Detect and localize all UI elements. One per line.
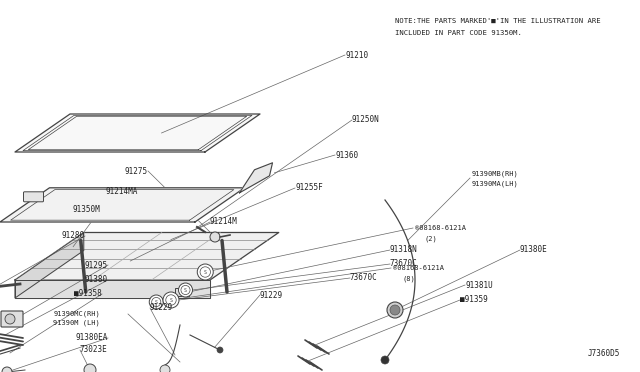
Circle shape	[179, 283, 193, 297]
Polygon shape	[0, 188, 244, 222]
Text: 91360: 91360	[335, 151, 358, 160]
Text: 91390MA(LH): 91390MA(LH)	[472, 181, 519, 187]
Polygon shape	[15, 114, 260, 152]
Text: 91229: 91229	[260, 291, 283, 299]
Polygon shape	[15, 280, 210, 298]
Text: 91214M: 91214M	[210, 218, 237, 227]
Polygon shape	[15, 232, 279, 280]
Text: 91280: 91280	[62, 231, 85, 241]
Text: ®08168-6121A: ®08168-6121A	[393, 265, 444, 271]
Text: S: S	[155, 299, 157, 305]
Text: 91390M (LH): 91390M (LH)	[53, 320, 100, 326]
Text: ■91358: ■91358	[74, 289, 102, 298]
Text: S: S	[184, 288, 187, 292]
Text: 73670C: 73670C	[390, 260, 418, 269]
Text: 91250N: 91250N	[352, 115, 380, 125]
Circle shape	[210, 232, 220, 242]
Circle shape	[84, 364, 96, 372]
Text: S: S	[170, 298, 172, 302]
Circle shape	[163, 292, 179, 308]
Text: 91229: 91229	[150, 304, 173, 312]
Text: 91275: 91275	[125, 167, 148, 176]
Text: INCLUDED IN PART CODE 91350M.: INCLUDED IN PART CODE 91350M.	[395, 30, 522, 36]
Text: 91318N: 91318N	[390, 246, 418, 254]
Bar	[175, 288, 189, 296]
FancyBboxPatch shape	[24, 192, 44, 202]
Circle shape	[5, 314, 15, 324]
Circle shape	[387, 302, 403, 318]
Text: 91380EA: 91380EA	[76, 334, 108, 343]
Circle shape	[149, 295, 163, 309]
Text: 91390MC(RH): 91390MC(RH)	[53, 311, 100, 317]
Text: 91381U: 91381U	[465, 280, 493, 289]
Circle shape	[381, 356, 389, 364]
Circle shape	[390, 305, 400, 315]
FancyBboxPatch shape	[1, 311, 23, 327]
Text: (2): (2)	[425, 236, 438, 242]
Text: 73023E: 73023E	[80, 346, 108, 355]
Text: ■91359: ■91359	[460, 295, 488, 305]
Text: 73670C: 73670C	[350, 273, 378, 282]
Text: 91255F: 91255F	[295, 183, 323, 192]
Text: S: S	[204, 269, 207, 275]
Text: 91380E: 91380E	[520, 246, 548, 254]
Text: J7360D5: J7360D5	[588, 349, 620, 358]
Polygon shape	[15, 232, 84, 298]
Circle shape	[160, 365, 170, 372]
Text: 91295: 91295	[85, 260, 108, 269]
Text: 91390MB(RH): 91390MB(RH)	[472, 171, 519, 177]
Text: 91210: 91210	[345, 51, 368, 60]
Text: NOTE:THE PARTS MARKED'■'IN THE ILLUSTRATION ARE: NOTE:THE PARTS MARKED'■'IN THE ILLUSTRAT…	[395, 18, 600, 24]
Text: 91214MA: 91214MA	[106, 187, 138, 196]
Circle shape	[217, 347, 223, 353]
Polygon shape	[239, 163, 273, 193]
Circle shape	[197, 264, 213, 280]
Text: ®08168-6121A: ®08168-6121A	[415, 225, 466, 231]
Text: 91350M: 91350M	[72, 205, 100, 215]
Text: 91380: 91380	[85, 276, 108, 285]
Text: (8): (8)	[403, 276, 416, 282]
Circle shape	[2, 367, 12, 372]
